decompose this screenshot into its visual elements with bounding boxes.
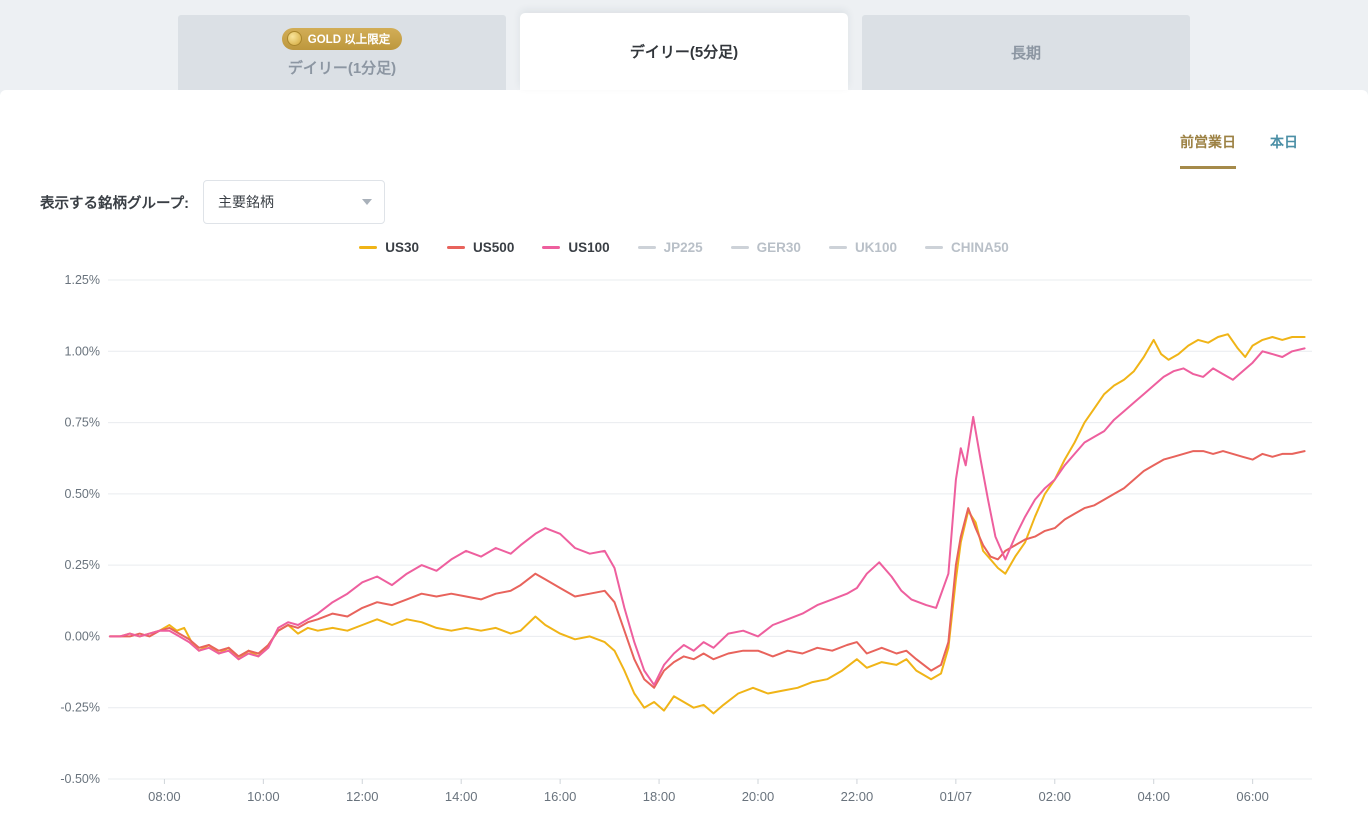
legend-item-uk100[interactable]: UK100: [828, 240, 897, 255]
tab-daily-1min-label: デイリー(1分足): [287, 59, 397, 77]
legend-color-dash: [924, 246, 943, 249]
symbol-group-select[interactable]: 主要銘柄: [202, 180, 385, 224]
series-line-us100: [109, 347, 1306, 686]
legend-color-dash: [542, 246, 561, 249]
x-tick-label: 18:00: [643, 789, 676, 804]
chart-tabs: GOLD 以上限定 デイリー(1分足) デイリー(5分足) 長期: [178, 13, 1190, 90]
legend-label: CHINA50: [950, 240, 1009, 255]
legend-color-dash: [637, 246, 656, 249]
y-tick-label: -0.25%: [60, 701, 100, 715]
x-tick-label: 01/07: [940, 789, 973, 804]
gold-coin-icon: [286, 31, 302, 46]
legend-item-jp225[interactable]: JP225: [637, 240, 703, 255]
y-tick-label: 0.25%: [65, 558, 100, 572]
x-tick-label: 14:00: [445, 789, 478, 804]
legend-item-ger30[interactable]: GER30: [730, 240, 801, 255]
series-line-us500: [109, 450, 1306, 689]
legend-label: US100: [568, 240, 610, 255]
x-tick-label: 10:00: [247, 789, 280, 804]
chart-panel: 前営業日 本日 表示する銘柄グループ: 主要銘柄 US30 US500 US100 J…: [0, 90, 1368, 824]
performance-chart: 1.25% 1.00% 0.75% 0.50% 0.25% 0.00% -0.25% -0.5…: [60, 273, 1312, 804]
day-toggle: 前営業日 本日: [1180, 132, 1298, 169]
legend-item-us30[interactable]: US30: [359, 240, 419, 255]
gold-plan-badge: GOLD 以上限定: [281, 27, 403, 50]
tab-daily-1min[interactable]: GOLD 以上限定 デイリー(1分足): [178, 15, 506, 90]
x-tick-label: 04:00: [1137, 789, 1170, 804]
symbol-group-selected-value: 主要銘柄: [217, 194, 274, 210]
x-tick-label: 02:00: [1039, 789, 1072, 804]
gold-plan-badge-label: GOLD 以上限定: [307, 33, 391, 46]
x-tick-label: 20:00: [742, 789, 775, 804]
legend-color-dash: [359, 246, 378, 249]
tab-daily-5min[interactable]: デイリー(5分足): [520, 13, 848, 90]
legend-label: JP225: [663, 240, 703, 255]
tab-long-term-label: 長期: [1010, 45, 1041, 62]
y-tick-label: 0.50%: [65, 487, 100, 501]
x-tick-label: 08:00: [148, 789, 181, 804]
today-tab[interactable]: 本日: [1270, 134, 1298, 150]
y-tick-label: 1.00%: [65, 344, 100, 358]
chart-legend: US30 US500 US100 JP225 GER30 UK100 CHINA50: [0, 240, 1368, 255]
legend-color-dash: [828, 246, 847, 249]
y-tick-label: -0.50%: [60, 772, 100, 786]
x-tick-label: 12:00: [346, 789, 379, 804]
tab-long-term[interactable]: 長期: [862, 15, 1190, 90]
tab-daily-5min-label: デイリー(5分足): [629, 44, 739, 61]
legend-item-us500[interactable]: US500: [447, 240, 514, 255]
legend-label: US30: [385, 240, 420, 255]
symbol-group-label: 表示する銘柄グループ:: [40, 195, 189, 212]
chevron-down-icon: [361, 199, 372, 205]
x-tick-label: 22:00: [841, 789, 874, 804]
legend-label: US500: [473, 240, 515, 255]
legend-item-us100[interactable]: US100: [542, 240, 610, 255]
prev-business-day-tab[interactable]: 前営業日: [1180, 132, 1236, 169]
x-tick-label: 16:00: [544, 789, 577, 804]
legend-label: UK100: [854, 240, 897, 255]
legend-color-dash: [730, 246, 749, 249]
y-tick-label: 1.25%: [65, 273, 100, 287]
legend-item-china50[interactable]: CHINA50: [924, 240, 1009, 255]
y-tick-label: 0.75%: [65, 416, 100, 430]
y-tick-label: 0.00%: [65, 629, 100, 643]
legend-label: GER30: [756, 240, 801, 255]
symbol-group-filter: 表示する銘柄グループ: 主要銘柄: [40, 180, 385, 224]
legend-color-dash: [447, 246, 466, 249]
x-tick-label: 06:00: [1236, 789, 1269, 804]
